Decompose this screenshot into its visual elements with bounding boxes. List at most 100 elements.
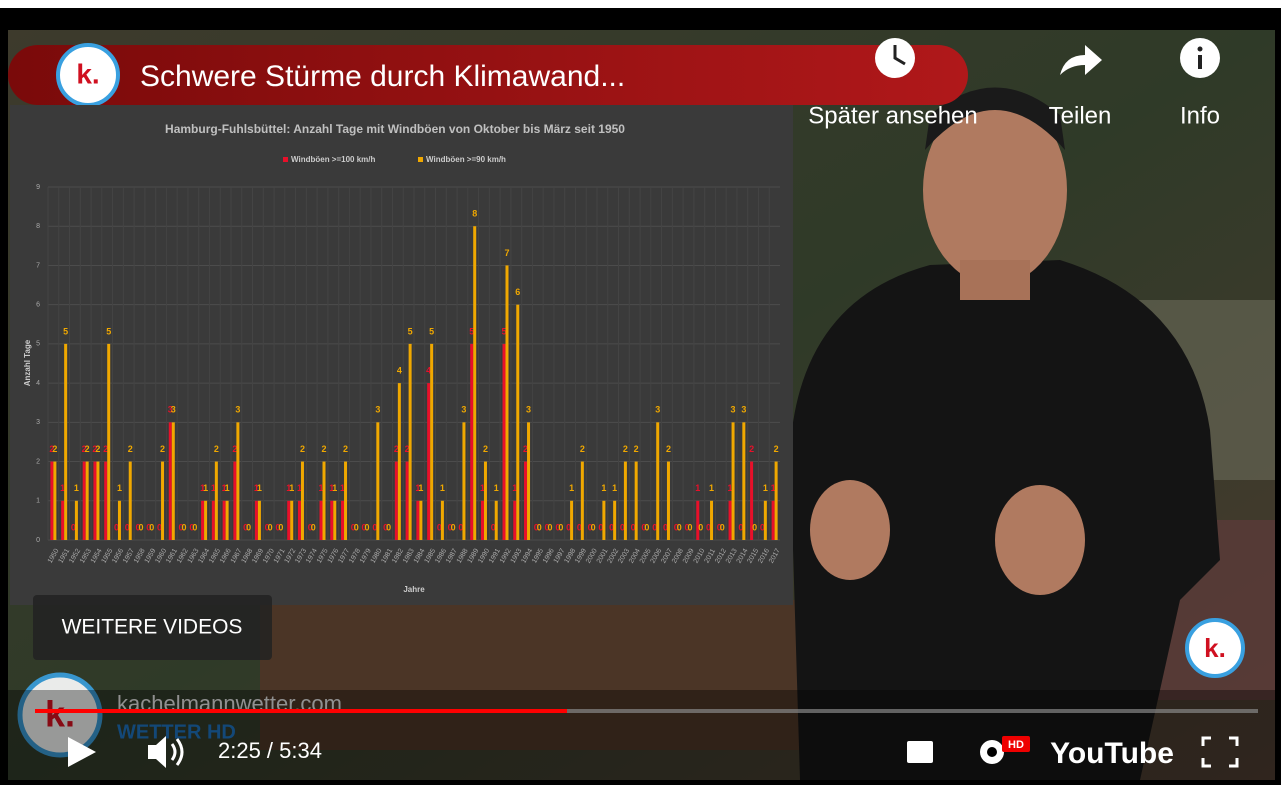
info-icon[interactable] [1180,38,1220,78]
data-label: 0 [677,522,682,532]
watch-later-button[interactable] [875,38,915,78]
y-tick-label: 7 [36,262,40,269]
bar [729,501,732,540]
data-label: 1 [257,483,262,493]
bar [581,462,584,540]
data-label: 3 [171,405,176,415]
bar [161,462,164,540]
data-label: 0 [537,522,542,532]
bar [513,501,516,540]
bar [258,501,261,540]
data-label: 0 [246,522,251,532]
data-label: 3 [461,405,466,415]
bar [624,462,627,540]
data-label: 2 [95,444,100,454]
y-tick-label: 0 [36,537,40,544]
data-label: 2 [321,444,326,454]
data-label: 0 [451,522,456,532]
data-label: 1 [440,483,445,493]
data-label: 8 [472,209,477,219]
data-label: 3 [741,405,746,415]
data-label: 7 [504,248,509,258]
bar [212,501,215,540]
bar [656,422,659,540]
legend-swatch [418,157,423,162]
data-label: 1 [289,483,294,493]
data-label: 1 [203,483,208,493]
data-label: 2 [128,444,133,454]
share-label[interactable]: Teilen [1049,102,1112,129]
bar [323,462,326,540]
bar [50,462,53,540]
bar [341,501,344,540]
settings-button[interactable] [980,740,1004,764]
y-tick-label: 1 [36,498,40,505]
more-videos-label[interactable]: WEITERE VIDEOS [62,616,243,639]
bar [61,501,64,540]
data-label: 0 [687,522,692,532]
chart-title: Hamburg-Fuhlsbüttel: Anzahl Tage mit Win… [165,122,625,136]
bar [710,501,713,540]
data-label: 2 [160,444,165,454]
bar [419,501,422,540]
data-label: 1 [569,483,574,493]
data-label: 2 [52,444,57,454]
data-label: 2 [634,444,639,454]
data-label: 0 [182,522,187,532]
progress-played [35,709,567,713]
data-label: 3 [526,405,531,415]
data-label: 2 [85,444,90,454]
data-label: 0 [720,522,725,532]
data-label: 0 [752,522,757,532]
logo-text: k. [76,58,99,89]
bar [406,462,409,540]
data-label: 2 [300,444,305,454]
data-label: 4 [397,365,402,375]
bar [298,501,301,540]
bar [53,462,56,540]
bar [484,462,487,540]
youtube-logo[interactable]: YouTube [1050,737,1174,770]
bar [732,422,735,540]
bar [473,226,476,540]
data-label: 2 [774,444,779,454]
bar [320,501,323,540]
bar [430,344,433,540]
data-label: 2 [343,444,348,454]
data-label: 2 [580,444,585,454]
bar [118,501,121,540]
info-label[interactable]: Info [1180,102,1220,129]
watermark-text: k. [1204,633,1226,663]
bar [223,501,226,540]
bar [427,383,430,540]
data-label: 0 [386,522,391,532]
bar [172,422,175,540]
legend-label: Windböen >=100 km/h [291,155,376,164]
bar [398,383,401,540]
data-label: 0 [278,522,283,532]
bar [516,305,519,540]
y-tick-label: 2 [36,458,40,465]
watch-later-label[interactable]: Später ansehen [808,102,977,129]
video-title[interactable]: Schwere Stürme durch Klimawand... [140,60,625,93]
data-label: 1 [418,483,423,493]
captions-button[interactable] [907,741,933,763]
data-label: 1 [494,483,499,493]
bar [570,501,573,540]
bar [602,501,605,540]
hd-label: HD [1008,739,1024,751]
bar [344,462,347,540]
bar [775,462,778,540]
data-label: 0 [365,522,370,532]
legend-label: Windböen >=90 km/h [426,155,506,164]
data-label: 5 [63,326,68,336]
bar [83,462,86,540]
bar [129,462,132,540]
bar [441,501,444,540]
data-label: 2 [214,444,219,454]
x-axis-label: Jahre [403,585,425,594]
bar [226,501,229,540]
y-tick-label: 5 [36,341,40,348]
legend-swatch [283,157,288,162]
bar [215,462,218,540]
